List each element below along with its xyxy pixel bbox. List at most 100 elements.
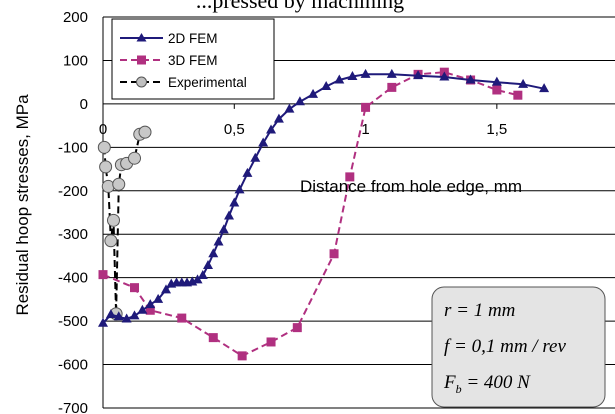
series-2d-fem [98, 68, 550, 327]
data-point [98, 317, 108, 327]
data-point [130, 283, 140, 293]
legend-marker-3d-fem [137, 55, 146, 65]
legend-item-experimental: Experimental [120, 75, 247, 90]
annotation-force-symbol: F [443, 372, 456, 393]
data-point [234, 184, 245, 194]
data-point [294, 96, 305, 106]
legend-marker-experimental [136, 76, 147, 88]
x-tick-label: 1 [361, 121, 369, 138]
annotation-force-subscript: b [456, 382, 462, 396]
data-point [105, 309, 116, 319]
data-point [104, 234, 118, 248]
data-point [308, 88, 319, 98]
data-point [518, 78, 529, 88]
annotation-force-value: = 400 N [462, 372, 532, 393]
y-tick-label: -300 [58, 226, 88, 243]
data-point [329, 249, 339, 259]
data-point [242, 167, 253, 177]
data-point [513, 90, 523, 100]
data-point [492, 85, 502, 95]
y-tick-label: 200 [63, 9, 88, 26]
chart-title: ...pressed by machining [196, 0, 404, 13]
series-experimental [97, 125, 152, 321]
series-layer [97, 67, 550, 361]
y-tick-label: -500 [58, 313, 88, 330]
y-tick-label: -200 [58, 183, 88, 200]
data-point [138, 125, 152, 139]
data-point [99, 160, 113, 174]
data-point [213, 236, 224, 246]
data-point [284, 103, 295, 113]
annotation-box [431, 286, 606, 408]
y-axis-label: Residual hoop stresses, MPa [13, 94, 32, 316]
data-point [101, 179, 115, 193]
legend-label-experimental: Experimental [168, 75, 247, 90]
data-point [153, 293, 164, 303]
parameter-annotation: r = 1 mm f = 0,1 mm / rev Fb = 400 N [431, 286, 606, 408]
data-point [208, 333, 218, 343]
data-point [113, 311, 124, 321]
data-point [321, 81, 332, 91]
data-point [360, 68, 371, 78]
data-point [273, 113, 284, 123]
x-tick-label: 0 [99, 121, 107, 138]
data-point [386, 68, 397, 78]
data-point [266, 337, 276, 347]
data-point [465, 74, 476, 84]
annotation-force: Fb = 400 N [443, 372, 531, 396]
data-point [387, 82, 397, 92]
y-tick-label: -600 [58, 357, 88, 374]
y-tick-label: 0 [80, 96, 88, 113]
data-point [129, 310, 140, 320]
data-point [197, 269, 208, 279]
data-point [237, 351, 247, 361]
y-tick-label: -400 [58, 270, 88, 287]
plot-frame [102, 17, 615, 408]
data-point [98, 270, 108, 280]
y-tick-labels: 200 100 0 -100 -200 -300 -400 -500 -600 -700 [58, 9, 88, 414]
data-point [192, 274, 203, 284]
y-tick-label: 100 [63, 52, 88, 69]
data-point [145, 299, 156, 309]
data-point [145, 305, 155, 315]
data-point [334, 74, 345, 84]
data-point [361, 102, 371, 112]
y-tick-label: -100 [58, 139, 88, 156]
annotation-feed: f = 0,1 mm / rev [444, 336, 566, 357]
data-point [439, 71, 450, 81]
data-point [203, 260, 214, 270]
x-tick-labels: 00,511,52 [99, 103, 507, 138]
data-point [413, 70, 424, 80]
legend: 2D FEM 3D FEM Experimental [111, 18, 275, 100]
legend-label-2d-fem: 2D FEM [168, 31, 218, 46]
data-point [292, 323, 302, 333]
y-tick-label: -700 [58, 400, 88, 414]
data-point [218, 224, 229, 234]
legend-label-3d-fem: 3D FEM [168, 53, 218, 68]
data-point [161, 284, 172, 294]
annotation-radius: r = 1 mm [444, 300, 515, 321]
data-point [258, 137, 269, 147]
x-tick-label: 1,5 [486, 121, 507, 138]
data-point [345, 172, 355, 182]
data-point [208, 248, 219, 258]
x-axis-label: Distance from hole edge, mm [300, 177, 522, 196]
data-point [229, 197, 240, 207]
data-point [539, 83, 550, 93]
data-point [177, 313, 187, 323]
data-point [266, 124, 277, 134]
x-tick-label: 0,5 [224, 121, 245, 138]
legend-marker-2d-fem [136, 33, 147, 42]
data-point [112, 177, 126, 191]
data-point [250, 152, 261, 162]
data-point [107, 213, 121, 227]
data-point [347, 71, 358, 81]
legend-item-2d-fem: 2D FEM [120, 31, 218, 46]
legend-item-3d-fem: 3D FEM [120, 53, 218, 68]
data-point [491, 76, 502, 86]
data-point [224, 210, 235, 220]
data-point [97, 140, 111, 154]
data-point [137, 304, 148, 314]
data-point [121, 313, 132, 323]
